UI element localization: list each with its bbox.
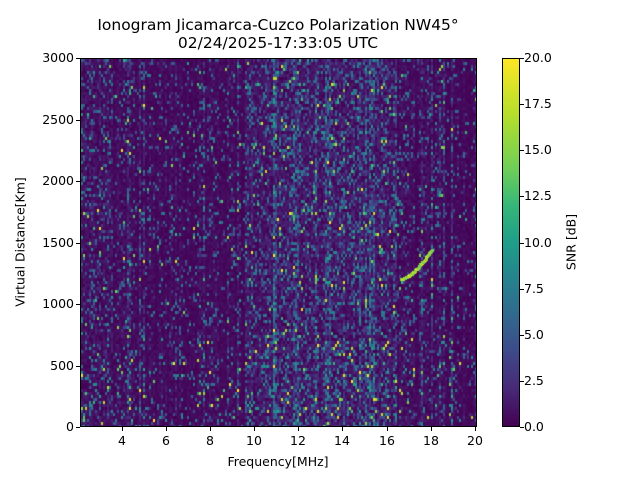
x-tick-mark xyxy=(210,427,211,431)
y-tick-mark xyxy=(76,181,80,182)
colorbar-tick-label: 2.5 xyxy=(524,373,544,388)
y-tick-mark xyxy=(76,304,80,305)
colorbar-tick-mark xyxy=(520,335,524,336)
y-tick-mark xyxy=(76,427,80,428)
x-tick-mark xyxy=(166,427,167,431)
y-axis-label: Virtual Distance[Km] xyxy=(12,177,28,307)
colorbar-tick-mark xyxy=(520,104,524,105)
colorbar-tick-mark xyxy=(520,196,524,197)
colorbar-tick-mark xyxy=(520,58,524,59)
x-tick-label: 10 xyxy=(246,433,262,448)
colorbar-tick-label: 12.5 xyxy=(524,188,552,203)
colorbar-tick-label: 5.0 xyxy=(524,327,544,342)
x-tick-label: 4 xyxy=(118,433,126,448)
y-tick-label: 2000 xyxy=(42,173,74,188)
x-tick-mark xyxy=(254,427,255,431)
colorbar xyxy=(502,58,520,427)
colorbar-tick-mark xyxy=(520,427,524,428)
ionogram-heatmap xyxy=(81,59,476,426)
colorbar-tick-mark xyxy=(520,381,524,382)
x-tick-label: 20 xyxy=(467,433,483,448)
x-tick-label: 6 xyxy=(162,433,170,448)
y-tick-label: 1000 xyxy=(42,296,74,311)
y-tick-label: 2500 xyxy=(42,112,74,127)
y-tick-mark xyxy=(76,120,80,121)
colorbar-tick-label: 20.0 xyxy=(524,50,552,65)
x-tick-mark xyxy=(122,427,123,431)
x-tick-mark xyxy=(431,427,432,431)
colorbar-tick-label: 10.0 xyxy=(524,235,552,250)
y-tick-mark xyxy=(76,366,80,367)
y-tick-mark xyxy=(76,243,80,244)
colorbar-tick-mark xyxy=(520,150,524,151)
colorbar-tick-mark xyxy=(520,243,524,244)
colorbar-tick-mark xyxy=(520,289,524,290)
colorbar-tick-label: 0.0 xyxy=(524,419,544,434)
x-tick-label: 8 xyxy=(206,433,214,448)
x-tick-label: 14 xyxy=(334,433,350,448)
x-axis-label: Frequency[MHz] xyxy=(227,454,329,469)
colorbar-tick-label: 7.5 xyxy=(524,281,544,296)
colorbar-tick-label: 17.5 xyxy=(524,96,552,111)
x-tick-label: 12 xyxy=(290,433,306,448)
colorbar-label: SNR [dB] xyxy=(563,213,579,271)
x-tick-mark xyxy=(342,427,343,431)
chart-title: Ionogram Jicamarca-Cuzco Polarization NW… xyxy=(97,16,459,34)
colorbar-tick-label: 15.0 xyxy=(524,142,552,157)
chart-subtitle: 02/24/2025-17:33:05 UTC xyxy=(177,34,379,52)
x-tick-mark xyxy=(475,427,476,431)
plot-area xyxy=(80,58,477,427)
y-tick-label: 0 xyxy=(66,419,74,434)
y-tick-label: 500 xyxy=(50,358,74,373)
y-tick-label: 1500 xyxy=(42,235,74,250)
x-tick-label: 16 xyxy=(379,433,395,448)
y-tick-label: 3000 xyxy=(42,50,74,65)
x-tick-label: 18 xyxy=(423,433,439,448)
x-tick-mark xyxy=(298,427,299,431)
x-tick-mark xyxy=(387,427,388,431)
y-tick-mark xyxy=(76,58,80,59)
